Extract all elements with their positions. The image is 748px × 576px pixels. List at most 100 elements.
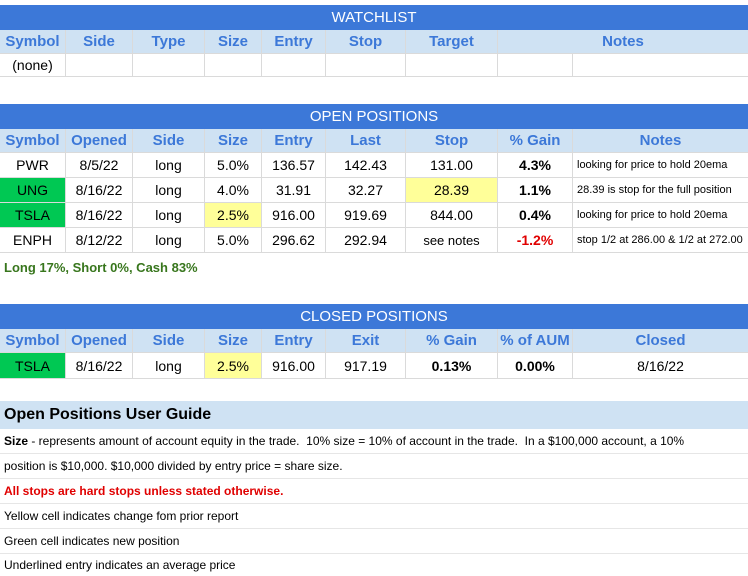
header-exit: Exit [326,329,406,353]
table-row: PWR 8/5/22 long 5.0% 136.57 142.43 131.0… [0,153,748,178]
open-positions-header-row: Symbol Opened Side Size Entry Last Stop … [0,129,748,153]
header-opened: Opened [66,129,133,153]
header-symbol: Symbol [0,329,66,353]
open-positions-title: OPEN POSITIONS [0,104,748,130]
side-cell[interactable]: long [133,153,205,178]
stop-cell[interactable]: 131.00 [406,153,498,178]
entry-cell[interactable]: 916.00 [262,353,326,379]
stop-cell[interactable]: 844.00 [406,203,498,228]
last-cell[interactable]: 142.43 [326,153,406,178]
notes-cell[interactable]: looking for price to hold 20ema [573,153,748,178]
header-side: Side [66,30,133,54]
guide-stops-note: All stops are hard stops unless stated o… [0,479,748,504]
symbol-cell[interactable]: TSLA [0,203,66,228]
symbol-cell[interactable]: ENPH [0,228,66,253]
guide-size-line-1: Size - represents amount of account equi… [0,429,748,454]
stop-cell[interactable]: 28.39 [406,178,498,203]
size-cell[interactable]: 2.5% [205,353,262,379]
table-cell[interactable] [326,54,406,77]
header-entry: Entry [262,129,326,153]
gain-cell[interactable]: 0.13% [406,353,498,379]
table-cell[interactable] [262,54,326,77]
closed-positions-header-row: Symbol Opened Side Size Entry Exit % Gai… [0,329,748,353]
header-size: Size [205,329,262,353]
header-gain: % Gain [406,329,498,353]
opened-cell[interactable]: 8/12/22 [66,228,133,253]
side-cell[interactable]: long [133,228,205,253]
header-opened: Opened [66,329,133,353]
header-side: Side [133,329,205,353]
size-cell[interactable]: 4.0% [205,178,262,203]
watchlist-empty-cell[interactable]: (none) [0,54,66,77]
table-row: ENPH 8/12/22 long 5.0% 296.62 292.94 see… [0,228,748,253]
entry-cell[interactable]: 916.00 [262,203,326,228]
table-cell[interactable] [573,54,748,77]
size-cell[interactable]: 5.0% [205,228,262,253]
closed-date-cell[interactable]: 8/16/22 [573,353,748,379]
notes-cell[interactable]: stop 1/2 at 286.00 & 1/2 at 272.00 [573,228,748,253]
notes-cell[interactable]: looking for price to hold 20ema [573,203,748,228]
last-cell[interactable]: 292.94 [326,228,406,253]
header-gain: % Gain [498,129,573,153]
gain-cell[interactable]: 4.3% [498,153,573,178]
table-row: UNG 8/16/22 long 4.0% 31.91 32.27 28.39 … [0,178,748,203]
header-size: Size [205,129,262,153]
aum-cell[interactable]: 0.00% [498,353,573,379]
gain-cell[interactable]: 1.1% [498,178,573,203]
guide-size-line-2: position is $10,000. $10,000 divided by … [0,454,748,479]
side-cell[interactable]: long [133,203,205,228]
gain-cell[interactable]: -1.2% [498,228,573,253]
guide-size-text: - represents amount of account equity in… [28,434,685,448]
header-type: Type [133,30,205,54]
header-entry: Entry [262,329,326,353]
closed-positions-title: CLOSED POSITIONS [0,304,748,330]
exit-cell[interactable]: 917.19 [326,353,406,379]
watchlist-header-row: Symbol Side Type Size Entry Stop Target … [0,30,748,54]
header-aum: % of AUM [498,329,573,353]
table-cell[interactable] [205,54,262,77]
side-cell[interactable]: long [133,353,205,379]
notes-cell[interactable]: 28.39 is stop for the full position [573,178,748,203]
header-symbol: Symbol [0,30,66,54]
guide-size-label: Size [4,434,29,448]
opened-cell[interactable]: 8/16/22 [66,203,133,228]
gain-cell[interactable]: 0.4% [498,203,573,228]
symbol-cell[interactable]: TSLA [0,353,66,379]
guide-yellow-note: Yellow cell indicates change fom prior r… [0,504,748,529]
header-stop: Stop [406,129,498,153]
last-cell[interactable]: 32.27 [326,178,406,203]
last-cell[interactable]: 919.69 [326,203,406,228]
size-cell[interactable]: 2.5% [205,203,262,228]
header-symbol: Symbol [0,129,66,153]
symbol-cell[interactable]: PWR [0,153,66,178]
opened-cell[interactable]: 8/5/22 [66,153,133,178]
header-entry: Entry [262,30,326,54]
table-row: TSLA 8/16/22 long 2.5% 916.00 917.19 0.1… [0,353,748,379]
symbol-cell[interactable]: UNG [0,178,66,203]
table-row: TSLA 8/16/22 long 2.5% 916.00 919.69 844… [0,203,748,228]
table-cell[interactable] [406,54,498,77]
allocation-summary: Long 17%, Short 0%, Cash 83% [4,260,198,275]
guide-title: Open Positions User Guide [0,401,748,429]
side-cell[interactable]: long [133,178,205,203]
opened-cell[interactable]: 8/16/22 [66,353,133,379]
opened-cell[interactable]: 8/16/22 [66,178,133,203]
header-last: Last [326,129,406,153]
header-closed: Closed [573,329,748,353]
table-cell[interactable] [133,54,205,77]
guide-green-note: Green cell indicates new position [0,529,748,554]
entry-cell[interactable]: 296.62 [262,228,326,253]
header-target: Target [406,30,498,54]
entry-cell[interactable]: 136.57 [262,153,326,178]
table-cell[interactable] [66,54,133,77]
entry-cell[interactable]: 31.91 [262,178,326,203]
header-side: Side [133,129,205,153]
size-cell[interactable]: 5.0% [205,153,262,178]
watchlist-title: WATCHLIST [0,5,748,31]
table-cell[interactable] [498,54,573,77]
header-notes: Notes [498,30,748,54]
header-notes: Notes [573,129,748,153]
stop-cell[interactable]: see notes [406,228,498,253]
watchlist-row: (none) [0,54,748,77]
